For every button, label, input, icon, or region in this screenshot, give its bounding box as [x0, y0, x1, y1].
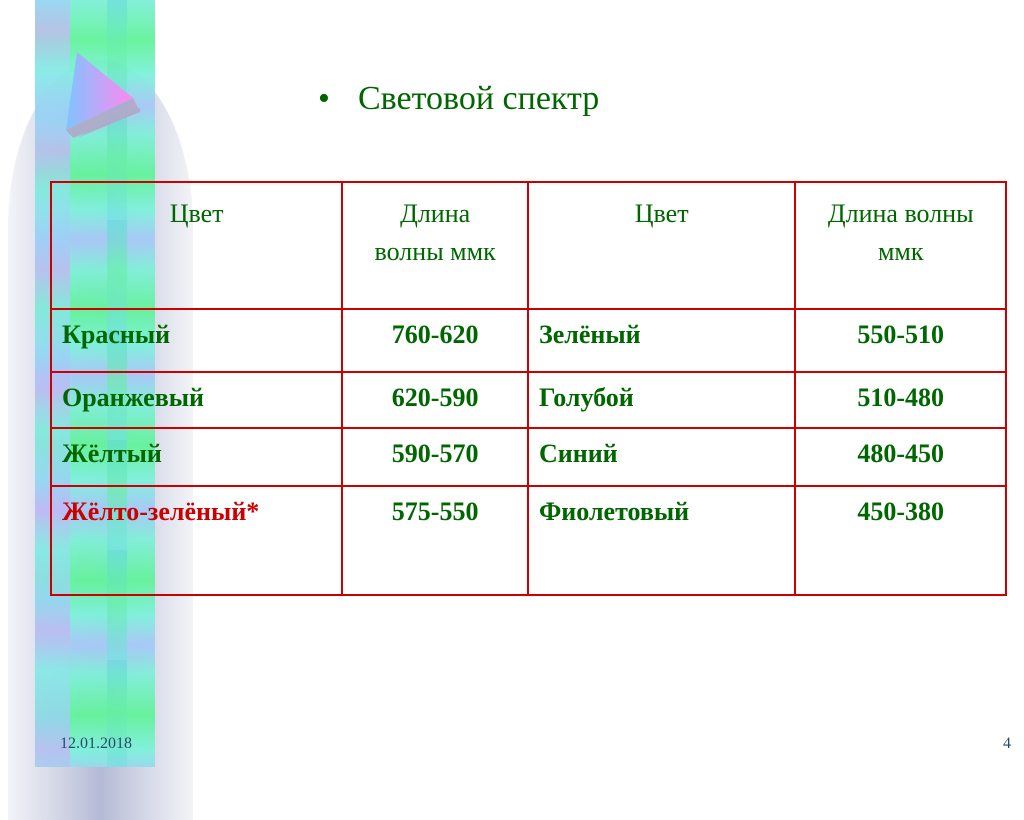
wavelength-cell: 450-380: [794, 485, 1007, 596]
slide-title-text: Световой спектр: [358, 80, 600, 117]
color-cell: Красный: [49, 308, 344, 373]
table-header-row: Цвет Длина волны ммк Цвет Длина волны мм…: [49, 181, 1007, 310]
color-cell: Фиолетовый: [526, 485, 797, 596]
page-number: 4: [1003, 735, 1011, 752]
wavelength-cell: 760-620: [341, 308, 529, 373]
slide-title: • Световой спектр: [318, 80, 599, 118]
color-cell-highlighted: Жёлто-зелёный*: [49, 485, 344, 596]
wavelength-cell: 550-510: [794, 308, 1007, 373]
wavelength-cell: 620-590: [341, 371, 529, 429]
wavelength-cell: 590-570: [341, 427, 529, 487]
header-cell: Цвет: [526, 181, 797, 310]
wavelength-cell: 510-480: [794, 371, 1007, 429]
header-cell: Цвет: [49, 181, 344, 310]
table-row: Оранжевый 620-590 Голубой 510-480: [49, 371, 1007, 429]
table-row: Жёлто-зелёный* 575-550 Фиолетовый 450-38…: [49, 485, 1007, 596]
color-cell: Жёлтый: [49, 427, 344, 487]
bullet-icon: •: [318, 80, 330, 117]
color-cell: Оранжевый: [49, 371, 344, 429]
triangle-logo-icon: [66, 52, 140, 138]
slide-date: 12.01.2018: [60, 735, 132, 752]
color-cell: Голубой: [526, 371, 797, 429]
header-cell: Длина волны ммк: [341, 181, 529, 310]
color-cell: Синий: [526, 427, 797, 487]
color-cell: Зелёный: [526, 308, 797, 373]
table-row: Жёлтый 590-570 Синий 480-450: [49, 427, 1007, 487]
header-cell: Длина волны ммк: [794, 181, 1007, 310]
spectrum-table: Цвет Длина волны ммк Цвет Длина волны мм…: [49, 181, 1007, 596]
table-row: Красный 760-620 Зелёный 550-510: [49, 308, 1007, 373]
wavelength-cell: 575-550: [341, 485, 529, 596]
wavelength-cell: 480-450: [794, 427, 1007, 487]
